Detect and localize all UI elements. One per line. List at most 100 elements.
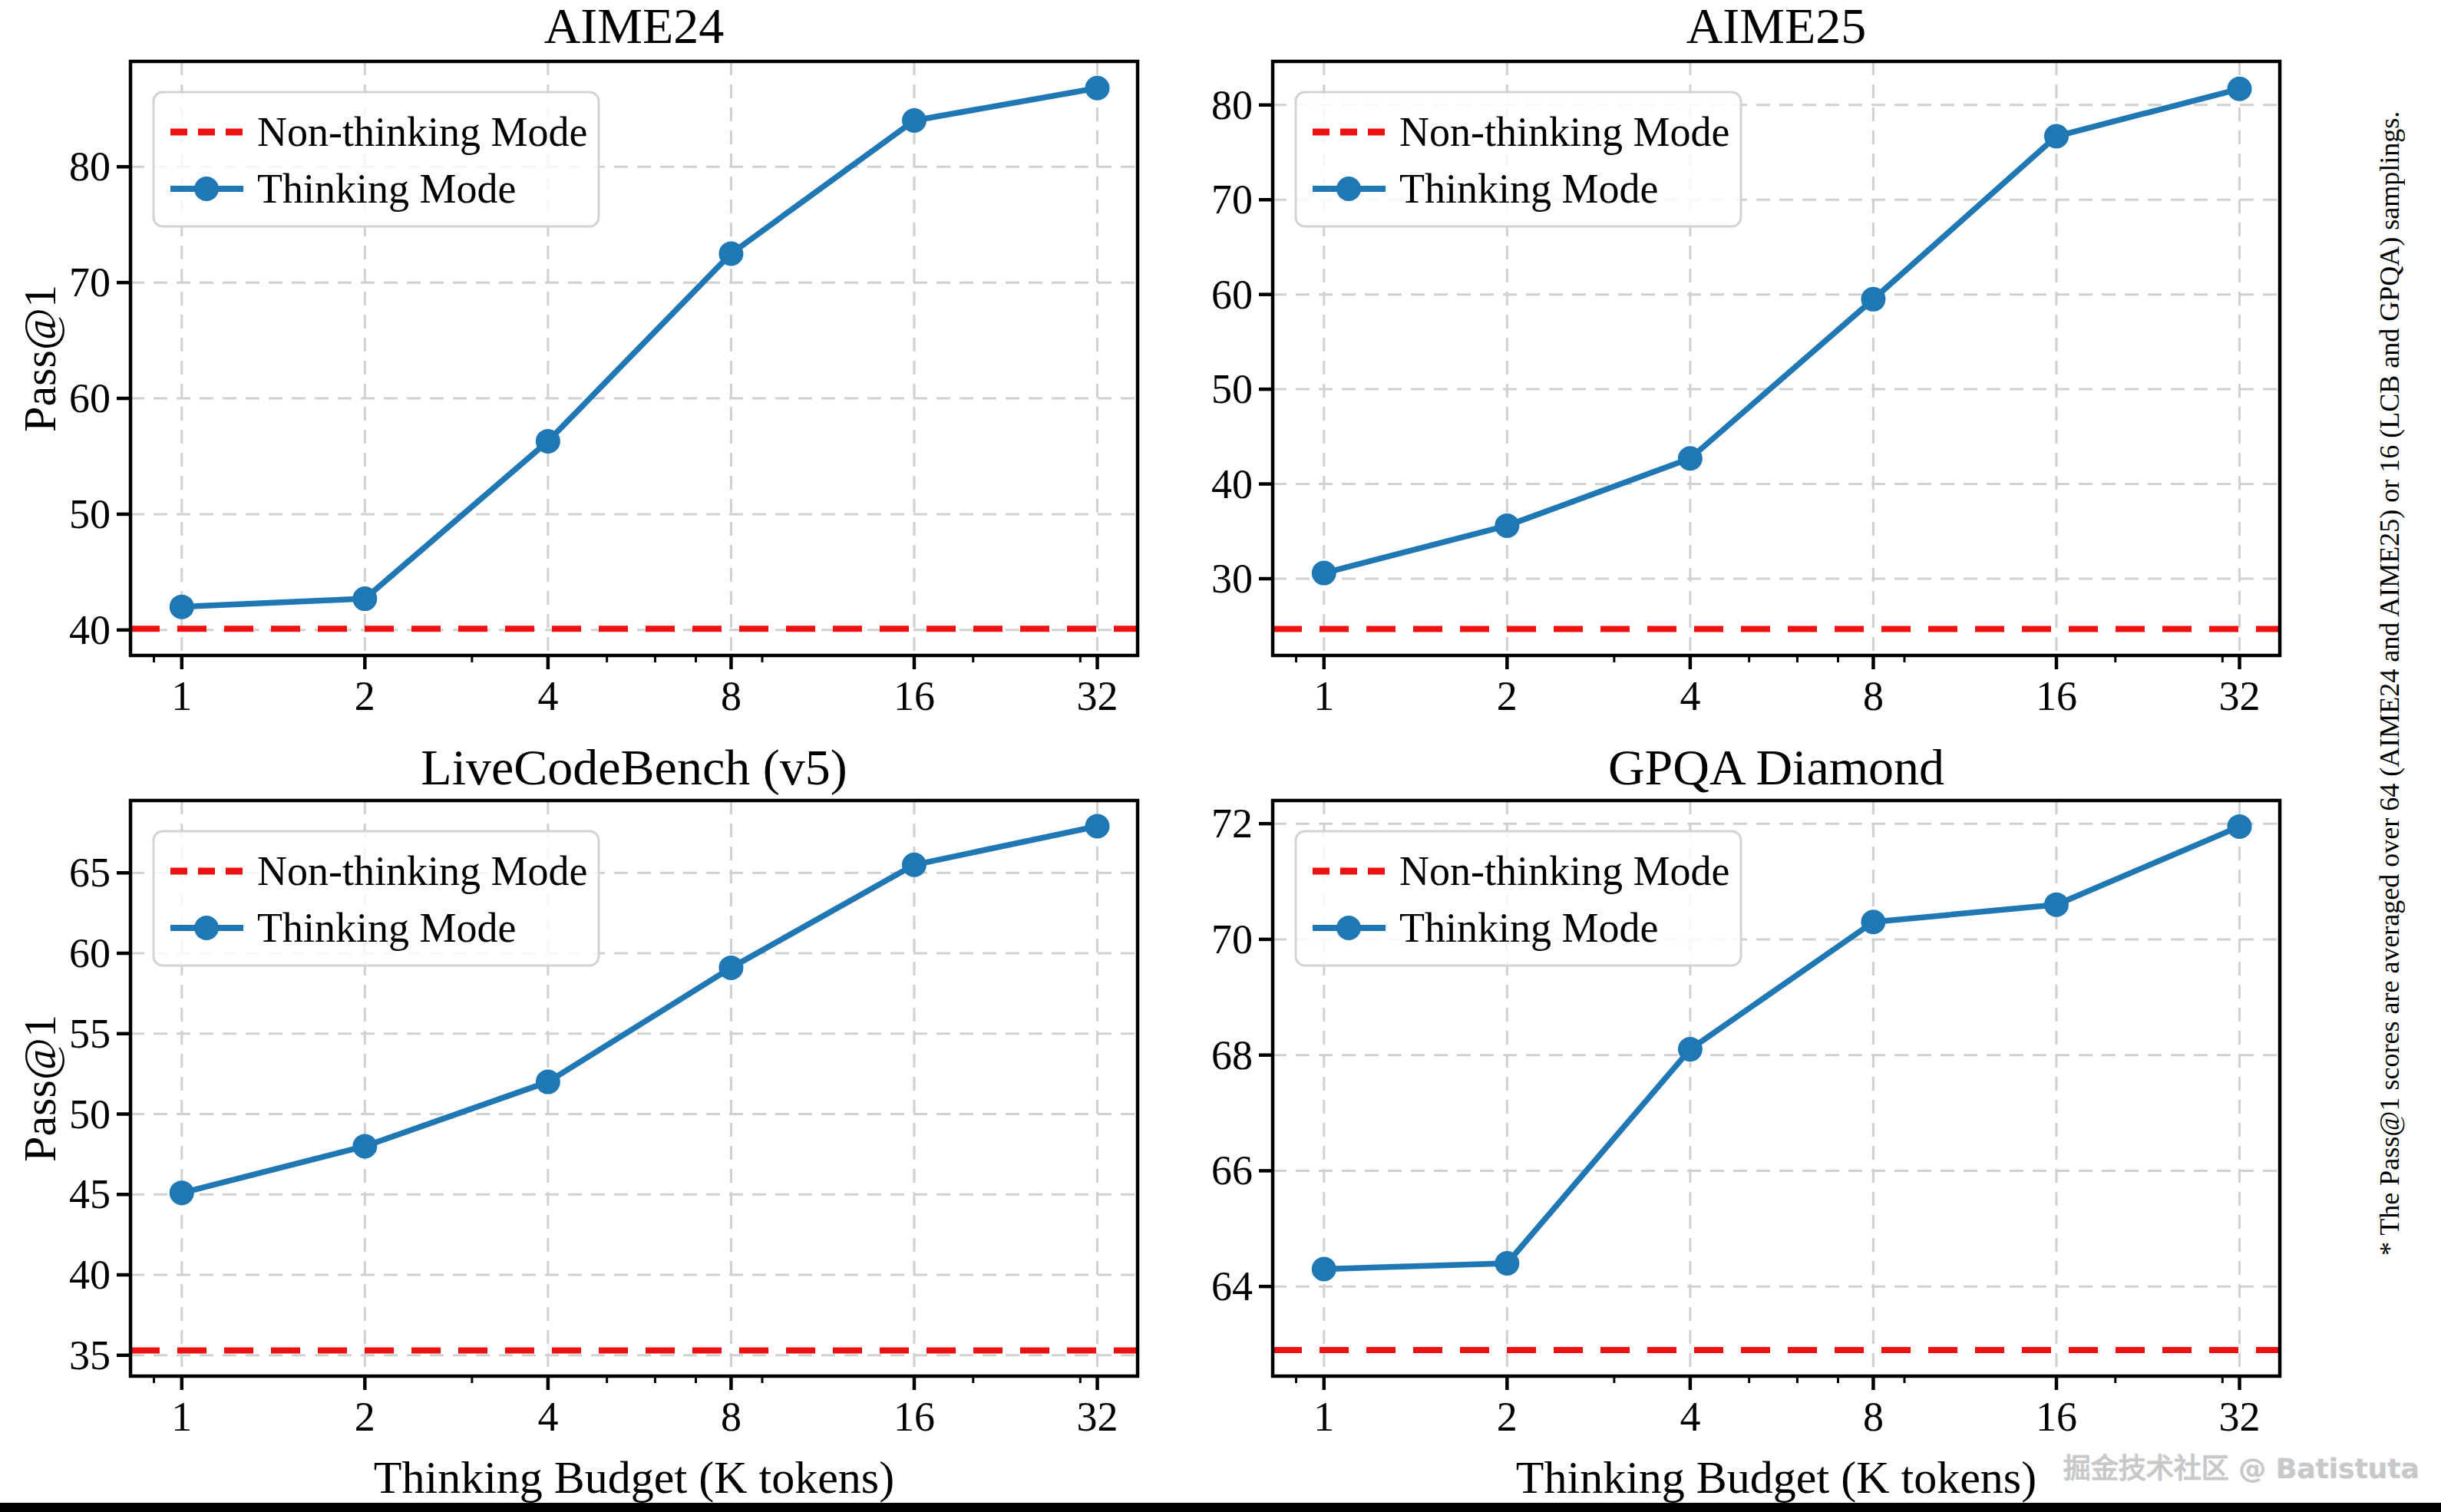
legend: Non-thinking Mode Thinking Mode: [1296, 831, 1741, 966]
x-tick-label: 8: [721, 673, 742, 719]
data-point: [2228, 814, 2252, 839]
x-tick-label: 16: [2036, 673, 2077, 719]
legend: Non-thinking Mode Thinking Mode: [154, 92, 599, 226]
legend-thinking-marker: [194, 177, 219, 201]
legend-non-thinking-label: Non-thinking Mode: [257, 109, 587, 155]
chart-title: AIME25: [1686, 0, 1867, 54]
y-tick-label: 70: [1211, 177, 1253, 223]
chart-cell-gpqa-diamond: 124816326466687072GPQA DiamondThinking B…: [1220, 756, 2441, 1512]
y-tick-label: 60: [1211, 272, 1253, 318]
data-point: [1085, 814, 1110, 839]
data-point: [1861, 910, 1885, 934]
x-tick-label: 4: [1680, 1394, 1700, 1440]
legend-non-thinking-label: Non-thinking Mode: [257, 848, 587, 894]
data-point: [1495, 1251, 1519, 1276]
bottom-bar: [0, 1503, 2441, 1512]
y-tick-label: 35: [69, 1332, 111, 1378]
watermark: 掘金技术社区 @ Batistuta: [2063, 1446, 2420, 1486]
y-tick-label: 72: [1211, 801, 1253, 847]
y-tick-label: 68: [1211, 1032, 1253, 1078]
x-tick-label: 16: [893, 673, 935, 719]
data-point: [2228, 77, 2252, 101]
data-point: [170, 595, 194, 619]
data-point: [352, 1134, 377, 1158]
y-tick-label: 30: [1211, 556, 1253, 602]
data-point: [1312, 1257, 1336, 1282]
figure-canvas: 1 2 4 8 16 32 40 50 60 70 80 AIME24 Pass@1 Non-thinki…: [0, 0, 2441, 1512]
x-tick-label: 2: [355, 1394, 375, 1440]
chart-title: AIME24: [544, 0, 725, 54]
data-point: [902, 853, 927, 877]
y-tick-label: 40: [69, 607, 111, 653]
x-tick-label: 32: [2219, 673, 2261, 719]
y-tick-label: 55: [69, 1011, 111, 1057]
x-tick-label: 32: [1077, 1394, 1118, 1440]
y-tick-label: 80: [69, 144, 111, 190]
x-tick-label: 2: [355, 673, 375, 719]
x-tick-label: 4: [537, 673, 558, 719]
data-point: [718, 241, 743, 266]
data-point: [352, 586, 377, 611]
legend-thinking-marker: [1336, 177, 1361, 201]
data-point: [902, 108, 927, 133]
y-axis-label: Pass@1: [15, 1015, 65, 1162]
x-tick-label: 16: [2036, 1394, 2077, 1440]
x-axis-label: Thinking Budget (K tokens): [374, 1452, 894, 1503]
y-tick-label: 80: [1211, 82, 1253, 128]
legend-thinking-label: Thinking Mode: [1399, 905, 1658, 951]
legend: Non-thinking Mode Thinking Mode: [1296, 92, 1741, 226]
data-point: [2044, 124, 2069, 149]
chart-gpqa-diamond: 124816326466687072GPQA DiamondThinking B…: [1220, 756, 2441, 1512]
y-tick-label: 40: [1211, 461, 1253, 507]
legend-non-thinking-label: Non-thinking Mode: [1399, 848, 1729, 894]
data-point: [536, 1070, 560, 1094]
x-tick-label: 16: [893, 1394, 935, 1440]
y-tick-label: 70: [69, 259, 111, 305]
x-tick-label: 4: [1680, 673, 1700, 719]
x-tick-label: 4: [537, 1394, 558, 1440]
x-tick-label: 8: [1863, 673, 1884, 719]
chart-aime25: 12481632304050607080AIME25Non-thinking M…: [1220, 0, 2441, 756]
y-tick-label: 64: [1211, 1263, 1253, 1309]
legend-thinking-label: Thinking Mode: [1399, 166, 1658, 212]
x-tick-label: 1: [1313, 673, 1334, 719]
y-tick-label: 50: [69, 491, 111, 537]
y-tick-label: 70: [1211, 916, 1253, 962]
legend: Non-thinking Mode Thinking Mode: [154, 831, 599, 966]
data-point: [1678, 1037, 1703, 1061]
x-tick-label: 8: [1863, 1394, 1884, 1440]
data-point: [2044, 893, 2069, 917]
x-tick-label: 8: [721, 1394, 742, 1440]
y-tick-label: 50: [69, 1091, 111, 1137]
x-tick-label: 1: [171, 673, 192, 719]
x-tick-label: 2: [1497, 673, 1518, 719]
legend-thinking-marker: [1336, 916, 1361, 940]
chart-cell-aime24: 1 2 4 8 16 32 40 50 60 70 80 AIME24 Pass@1 Non-thinki…: [0, 0, 1220, 756]
side-note: * The Pass@1 scores are averaged over 64…: [2363, 107, 2416, 1259]
chart-title: LiveCodeBench (v5): [421, 739, 847, 796]
x-tick-label: 1: [171, 1394, 192, 1440]
legend-thinking-marker: [194, 916, 219, 940]
y-tick-label: 60: [69, 375, 111, 421]
data-point: [170, 1180, 194, 1205]
legend-thinking-label: Thinking Mode: [257, 905, 516, 951]
chart-livecodebench: 1248163235404550556065LiveCodeBench (v5)…: [0, 756, 1220, 1512]
x-tick-label: 32: [1077, 673, 1118, 719]
chart-cell-aime25: 12481632304050607080AIME25Non-thinking M…: [1220, 0, 2441, 756]
data-point: [1312, 561, 1336, 586]
chart-cell-livecodebench: 1248163235404550556065LiveCodeBench (v5)…: [0, 756, 1220, 1512]
x-axis-label: Thinking Budget (K tokens): [1516, 1452, 2036, 1503]
x-tick-label: 1: [1313, 1394, 1334, 1440]
x-tick-label: 32: [2219, 1394, 2261, 1440]
data-point: [718, 956, 743, 980]
data-point: [1085, 76, 1110, 101]
chart-aime24: 1 2 4 8 16 32 40 50 60 70 80 AIME24 Pass@1 Non-thinki…: [0, 0, 1220, 756]
legend-thinking-label: Thinking Mode: [257, 166, 516, 212]
y-tick-label: 66: [1211, 1147, 1253, 1193]
data-point: [1495, 513, 1519, 538]
y-axis-label: Pass@1: [15, 285, 65, 432]
legend-non-thinking-label: Non-thinking Mode: [1399, 109, 1729, 155]
y-tick-label: 45: [69, 1171, 111, 1217]
data-point: [1678, 446, 1703, 470]
y-tick-label: 50: [1211, 366, 1253, 412]
